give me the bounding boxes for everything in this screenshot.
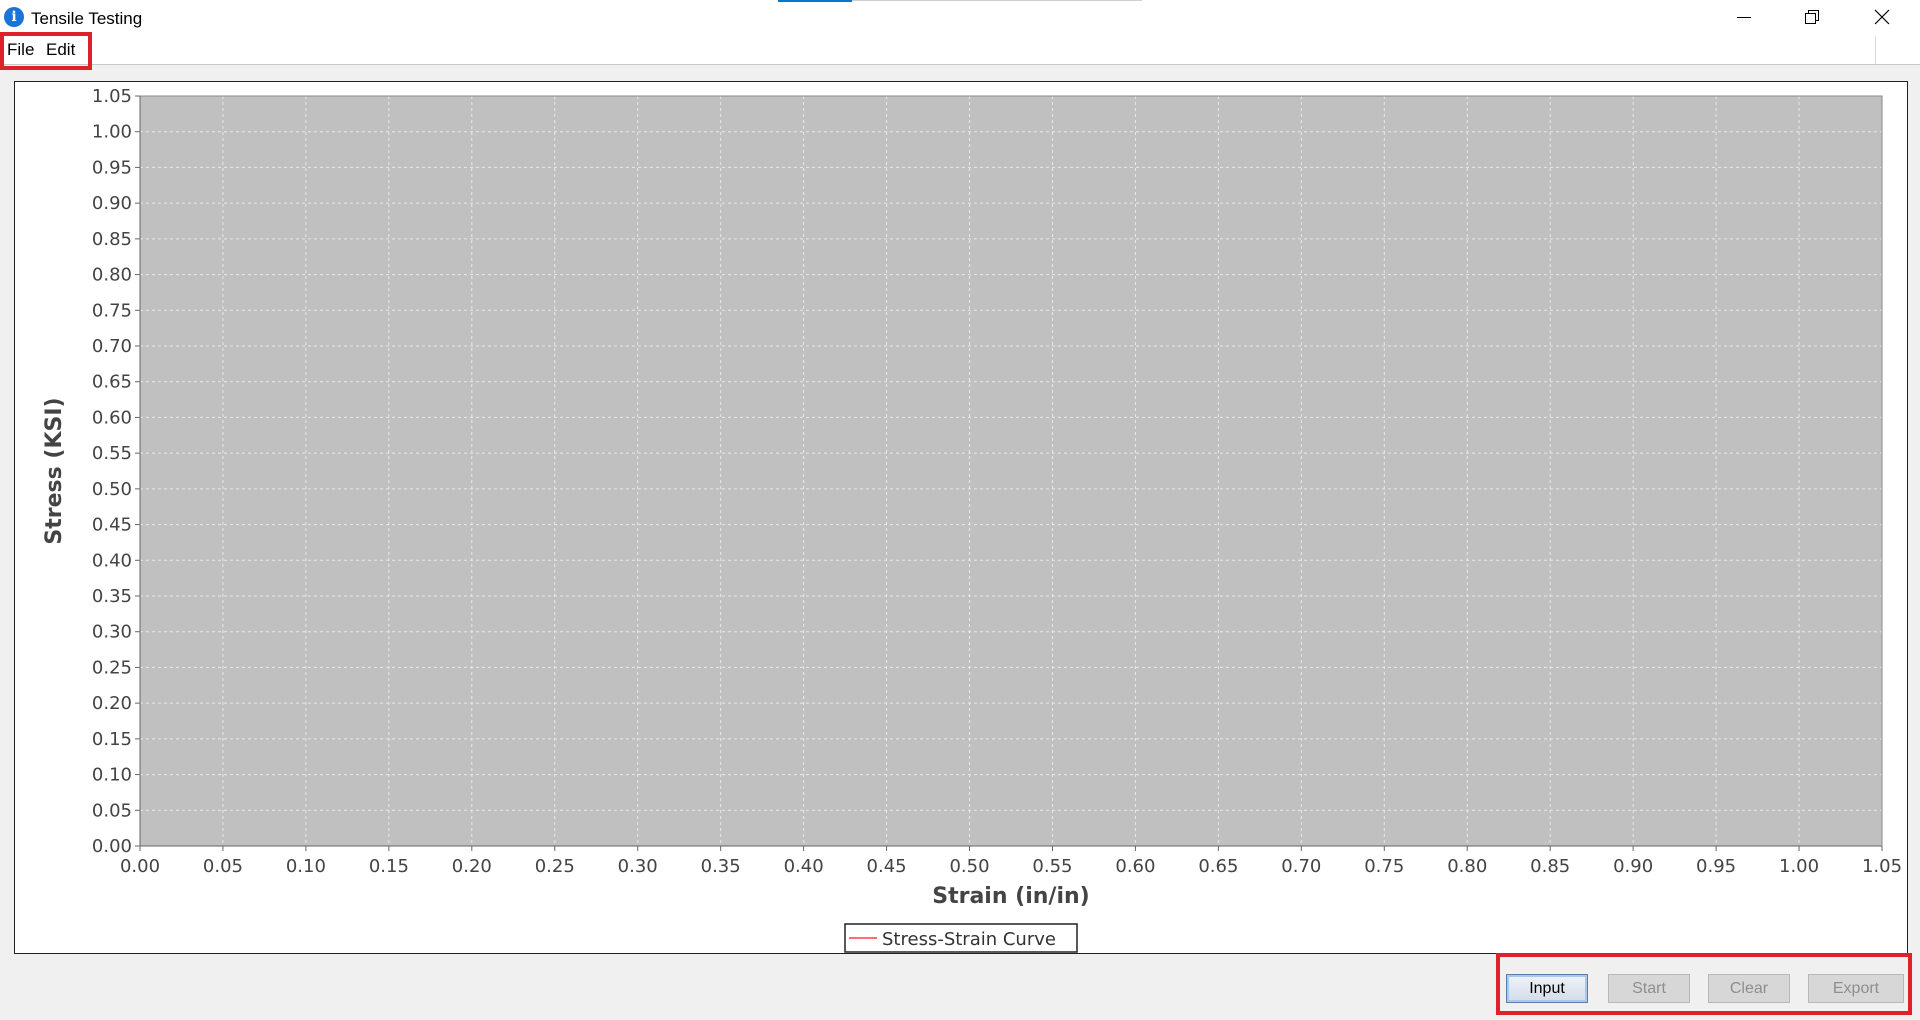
close-icon	[1874, 9, 1890, 25]
x-tick-label: 0.85	[1530, 856, 1570, 877]
grid-lines	[139, 95, 1883, 847]
menu-bar-filler	[1875, 36, 1920, 64]
legend-label: Stress-Strain Curve	[882, 929, 1056, 950]
chart-axes: 0.00 0.05 0.10 0.15 0.20 0.25 0.30 0.35 0.40 0.45…	[92, 86, 1902, 877]
stress-strain-chart: 0.00 0.05 0.10 0.15 0.20 0.25 0.30 0.35 0.40 0.45…	[42, 86, 1902, 953]
x-tick-label: 0.75	[1364, 856, 1404, 877]
y-tick-label: 0.85	[92, 229, 132, 250]
y-tick-label: 0.45	[92, 515, 132, 536]
menu-edit[interactable]: Edit	[46, 40, 76, 59]
x-tick-label: 0.00	[120, 856, 160, 877]
input-button[interactable]: Input	[1506, 974, 1588, 1003]
y-tick-label: 0.75	[92, 300, 132, 321]
x-tick-label: 0.50	[949, 856, 989, 877]
y-tick-label: 1.00	[92, 122, 132, 143]
menu-bar: File Edit	[0, 36, 1920, 65]
x-tick-label: 0.60	[1115, 856, 1155, 877]
y-tick-label: 1.05	[92, 86, 132, 107]
x-tick-label: 1.05	[1862, 856, 1902, 877]
y-tick-label: 0.95	[92, 157, 132, 178]
x-tick-label: 0.20	[452, 856, 492, 877]
minimize-icon	[1737, 17, 1751, 18]
y-tick-label: 0.55	[92, 443, 132, 464]
start-button[interactable]: Start	[1608, 974, 1690, 1003]
legend-box	[844, 923, 1078, 953]
plot-area	[140, 96, 1882, 846]
x-tick-label: 0.70	[1281, 856, 1321, 877]
y-tick-label: 0.60	[92, 407, 132, 428]
x-axis-title: Strain (in/in)	[932, 884, 1089, 909]
tab-strip	[852, 0, 1142, 1]
y-tick-label: 0.00	[92, 836, 132, 857]
restore-icon	[1805, 10, 1819, 24]
close-button[interactable]	[1848, 0, 1916, 34]
y-tick-label: 0.90	[92, 193, 132, 214]
chart-legend: Stress-Strain Curve	[844, 923, 1078, 953]
info-icon: i	[4, 7, 24, 27]
x-tick-label: 0.45	[867, 856, 907, 877]
y-tick-label: 0.35	[92, 586, 132, 607]
x-tick-label: 0.05	[203, 856, 243, 877]
x-tick-label: 0.80	[1447, 856, 1487, 877]
y-tick-label: 0.40	[92, 550, 132, 571]
y-tick-label: 0.15	[92, 729, 132, 750]
x-tick-label: 0.35	[701, 856, 741, 877]
restore-button[interactable]	[1778, 0, 1846, 34]
x-tick-label: 0.95	[1696, 856, 1736, 877]
x-tick-label: 0.40	[784, 856, 824, 877]
y-tick-label: 0.25	[92, 657, 132, 678]
y-tick-label: 0.05	[92, 800, 132, 821]
minimize-button[interactable]	[1710, 0, 1778, 34]
clear-button[interactable]: Clear	[1708, 974, 1790, 1003]
x-tick-label: 0.65	[1198, 856, 1238, 877]
y-tick-label: 0.70	[92, 336, 132, 357]
x-tick-label: 0.55	[1032, 856, 1072, 877]
x-tick-label: 0.15	[369, 856, 409, 877]
y-tick-label: 0.10	[92, 765, 132, 786]
y-tick-label: 0.50	[92, 479, 132, 500]
export-button[interactable]: Export	[1808, 974, 1904, 1003]
y-tick-label: 0.20	[92, 693, 132, 714]
x-tick-label: 0.90	[1613, 856, 1653, 877]
x-tick-label: 0.25	[535, 856, 575, 877]
x-tick-label: 0.10	[286, 856, 326, 877]
y-tick-label: 0.65	[92, 372, 132, 393]
menu-file[interactable]: File	[7, 40, 35, 59]
x-tick-label: 1.00	[1779, 856, 1819, 877]
y-tick-label: 0.80	[92, 265, 132, 286]
window-title: Tensile Testing	[31, 9, 143, 28]
x-tick-label: 0.30	[618, 856, 658, 877]
chart-panel: 0.00 0.05 0.10 0.15 0.20 0.25 0.30 0.35 0.40 0.45…	[14, 81, 1908, 954]
y-axis-title: Stress (KSI)	[42, 397, 67, 544]
title-bar: i Tensile Testing	[0, 0, 1920, 36]
y-tick-label: 0.30	[92, 622, 132, 643]
tab-accent	[778, 0, 852, 2]
